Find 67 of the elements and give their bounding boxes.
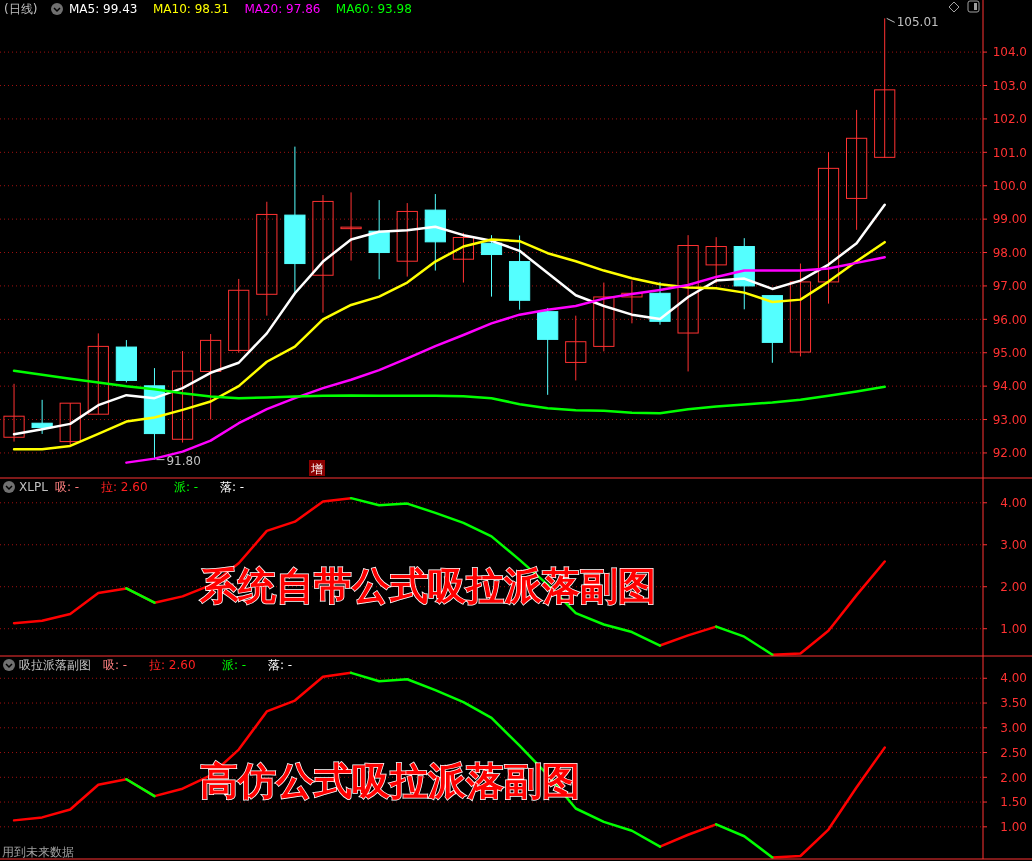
- text: MA60: 93.98: [335, 2, 412, 16]
- annotation: 用到未来数据: [2, 845, 74, 859]
- candlestick: [59, 402, 81, 446]
- candlestick: [593, 282, 615, 352]
- candlestick: [340, 191, 362, 262]
- candlestick: [396, 202, 418, 278]
- annotation: 派: -: [222, 658, 247, 672]
- y-tick-label: 101.0: [992, 145, 1027, 160]
- y-tick-label: 99.00: [992, 212, 1027, 227]
- annotation: 派: -: [174, 480, 199, 494]
- y-tick-label: 2.00: [1000, 579, 1027, 594]
- line-series: [12, 369, 886, 415]
- annotation: 落: -: [268, 658, 293, 672]
- y-tick-label: 95.00: [992, 345, 1027, 360]
- candlestick: [228, 278, 250, 354]
- chart-title: (日线): [4, 2, 38, 16]
- y-tick-label: 94.00: [992, 379, 1027, 394]
- candlestick: [312, 194, 334, 314]
- annotation: 落: -: [220, 480, 245, 494]
- candlestick: [368, 199, 390, 280]
- candlestick: [846, 109, 868, 231]
- y-tick-label: 92.00: [992, 446, 1027, 461]
- line-series: [12, 238, 886, 451]
- candlestick: [705, 236, 727, 284]
- candlestick: [3, 383, 25, 443]
- candlestick: [200, 333, 222, 421]
- y-tick-label: 97.00: [992, 279, 1027, 294]
- y-tick-label: 93.00: [992, 412, 1027, 427]
- candlestick: [87, 332, 109, 415]
- y-tick-label: 103.0: [992, 78, 1027, 93]
- y-tick-label: 1.00: [1000, 621, 1027, 636]
- text: MA5: 99.43: [69, 2, 138, 16]
- line-series: [125, 255, 886, 464]
- y-tick-label: 2.00: [1000, 770, 1027, 785]
- candlestick: [677, 234, 699, 372]
- annotation: 91.80: [166, 453, 201, 468]
- candlestick: [256, 201, 278, 317]
- annotation: 拉: 2.60: [101, 480, 148, 494]
- y-tick-label: 96.00: [992, 312, 1027, 327]
- text: MA20: 97.86: [244, 2, 321, 16]
- candlestick: [621, 280, 643, 324]
- y-tick-label: 3.00: [1000, 537, 1027, 552]
- y-tick-label: 98.00: [992, 245, 1027, 260]
- candlestick: [817, 151, 840, 305]
- annotation: 105.01: [896, 15, 939, 30]
- y-tick-label: 3.00: [1000, 720, 1027, 735]
- candlestick: [789, 263, 812, 357]
- y-tick-label: 1.50: [1000, 795, 1027, 810]
- y-tick-label: 104.0: [992, 45, 1027, 60]
- chart-title: 吸拉派落副图: [19, 658, 91, 672]
- annotation: 吸: -: [55, 480, 80, 494]
- candlestick: [171, 350, 194, 444]
- candlestick: [452, 232, 475, 284]
- annotation: 拉: 2.60: [149, 658, 196, 672]
- chart-title: XLPL: [19, 480, 49, 494]
- candlestick: [480, 234, 503, 298]
- y-tick-label: 4.00: [1000, 671, 1027, 686]
- y-tick-label: 2.50: [1000, 745, 1027, 760]
- annotation: 吸: -: [103, 658, 128, 672]
- y-tick-label: 102.0: [992, 112, 1027, 127]
- y-tick-label: 100.0: [992, 178, 1027, 193]
- text: MA10: 98.31: [153, 2, 230, 16]
- y-tick-label: 4.00: [1000, 495, 1027, 510]
- y-tick-label: 3.50: [1000, 696, 1027, 711]
- annotation: 增: [310, 462, 323, 476]
- candlestick: [565, 315, 587, 381]
- y-tick-label: 1.00: [1000, 820, 1027, 835]
